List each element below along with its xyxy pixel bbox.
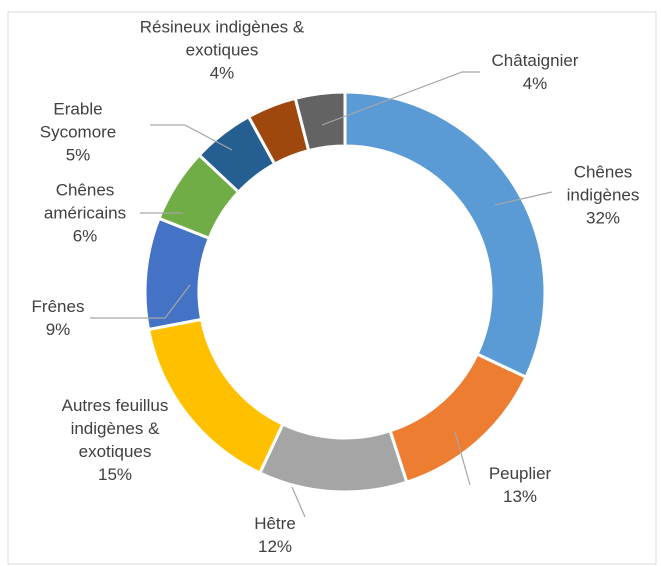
category-name: Frênes [31,297,85,316]
data-label: Peuplier 13% [475,462,565,508]
data-label: Chênes indigènes 32% [558,161,648,230]
leader-line [291,486,306,518]
category-name: Chênes indigènes [566,162,640,205]
data-label: Hêtre 12% [240,512,310,558]
value-label: 4% [209,63,235,83]
leader-line [150,124,233,151]
value-label: 6% [72,226,98,246]
value-label: 5% [65,145,91,165]
category-name: Autres feuillus indigènes & exotiques [61,396,169,461]
category-name: Erable Sycomore [39,99,117,142]
category-name: Peuplier [488,464,552,483]
value-label: 32% [585,208,621,228]
leader-line [494,191,553,206]
donut-slice [293,90,347,153]
value-label: 13% [502,487,538,506]
leader-line [90,284,191,319]
data-label: Chênes américains 6% [35,179,135,248]
category-name: Chênes américains [43,180,127,223]
value-label: 4% [522,74,548,93]
data-label: Erable Sycomore 5% [33,98,123,167]
value-label: 9% [45,320,71,339]
data-label: Autres feuillus indigènes & exotiques 15% [58,394,173,486]
donut-slice [257,422,409,494]
donut-slice [343,90,547,380]
value-label: 12% [257,537,293,556]
category-name: Hêtre [254,514,296,533]
leader-line [454,431,471,486]
data-label: Résineux indigènes & exotiques 4% [102,16,342,85]
value-label: 15% [97,465,133,484]
category-name: Résineux indigènes & exotiques [139,17,305,60]
category-name: Châtaignier [491,51,579,70]
data-label: Châtaignier 4% [480,49,590,95]
chart-border [7,11,657,565]
leader-line [321,71,480,126]
data-label: Frênes 9% [23,295,93,341]
